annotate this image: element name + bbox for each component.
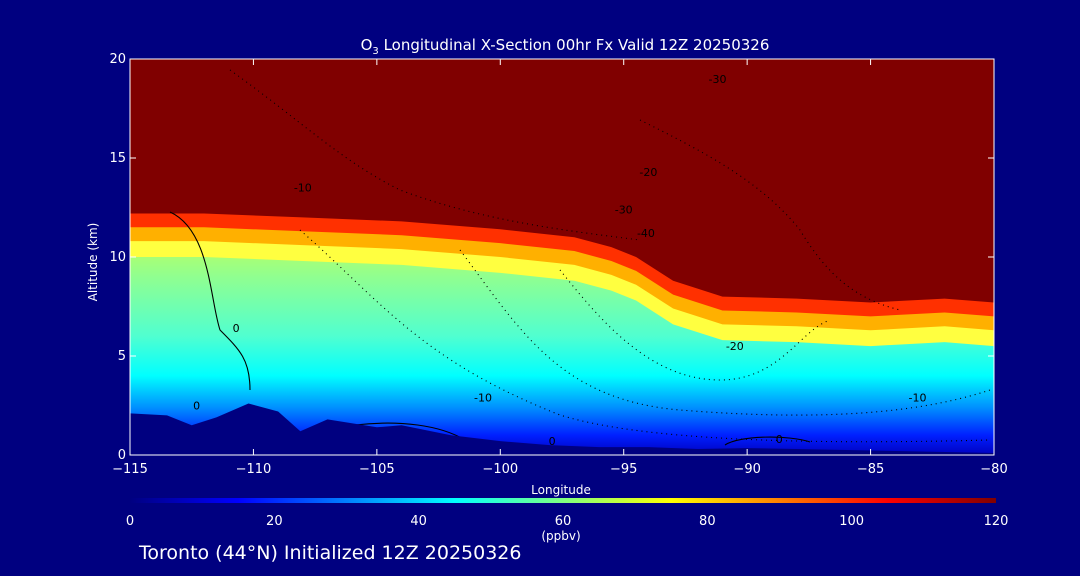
x-tick-label: −105 (359, 462, 395, 477)
contour-label: -40 (637, 227, 655, 240)
x-axis: −115 −110 −105 −100 −95 −90 −85 −80 (112, 59, 1008, 477)
contour-minus-40 (229, 69, 641, 241)
contour-label: 0 (233, 322, 240, 335)
contour-label: -20 (726, 340, 744, 353)
contour-zero-central (354, 422, 466, 441)
y-tick-label: 10 (109, 250, 126, 265)
contour-label: -10 (294, 182, 312, 195)
chart-title: O3 Longitudinal X-Section 00hr Fx Valid … (361, 36, 770, 57)
colorbar-ticks: 0 20 40 60 80 100 120 (126, 514, 1009, 529)
colorbar-tick-label: 40 (410, 514, 427, 529)
contour-minus-20 (559, 269, 831, 381)
contour-label: -30 (615, 203, 633, 216)
colorbar-tick-label: 0 (126, 514, 134, 529)
title-text: Longitudinal X-Section 00hr Fx Valid 12Z… (379, 36, 770, 54)
contour-label: -10 (908, 392, 926, 405)
title-species: O (361, 36, 373, 54)
colorbar-tick-label: 120 (984, 514, 1009, 529)
colorbar-tick-label: 80 (699, 514, 716, 529)
contour-labels: -30 -10 -20 -30 -40 0 -20 -10 0 -10 0 0 (193, 73, 926, 448)
x-tick-label: −110 (236, 462, 272, 477)
stratospheric-ozone-region (130, 59, 994, 303)
y-tick-label: 5 (118, 349, 126, 364)
y-tick-label: 20 (109, 52, 126, 67)
x-tick-label: −80 (980, 462, 1007, 477)
x-axis-label: Longitude (531, 483, 591, 497)
title-subscript: 3 (372, 46, 378, 57)
x-tick-label: −90 (733, 462, 760, 477)
colorbar (130, 498, 996, 503)
x-tick-label: −115 (112, 462, 148, 477)
y-tick-label: 15 (109, 151, 126, 166)
x-tick-label: −100 (482, 462, 518, 477)
colorbar-label: (ppbv) (541, 529, 580, 543)
y-tick-label: 0 (118, 448, 126, 463)
contour-label: -20 (639, 166, 657, 179)
contour-label: -10 (474, 392, 492, 405)
plot-area (130, 59, 994, 455)
contour-label: 0 (776, 433, 783, 446)
contour-zero-west (169, 211, 251, 391)
x-tick-label: −95 (610, 462, 637, 477)
contour-label: 0 (193, 399, 200, 412)
contour-label: 0 (549, 435, 556, 448)
colorbar-tick-label: 100 (839, 514, 864, 529)
contour-minus-30 (639, 119, 901, 311)
contour-lines (169, 69, 991, 446)
contour-zero-east (724, 436, 811, 446)
caption: Toronto (44°N) Initialized 12Z 20250326 (139, 542, 522, 564)
terrain (130, 403, 994, 455)
colorbar-tick-label: 20 (266, 514, 283, 529)
x-tick-label: −85 (857, 462, 884, 477)
contour-label: -30 (709, 73, 727, 86)
colorbar-tick-label: 60 (555, 514, 572, 529)
y-axis: 0 5 10 15 20 (109, 52, 994, 463)
y-axis-label: Altitude (km) (86, 223, 100, 302)
